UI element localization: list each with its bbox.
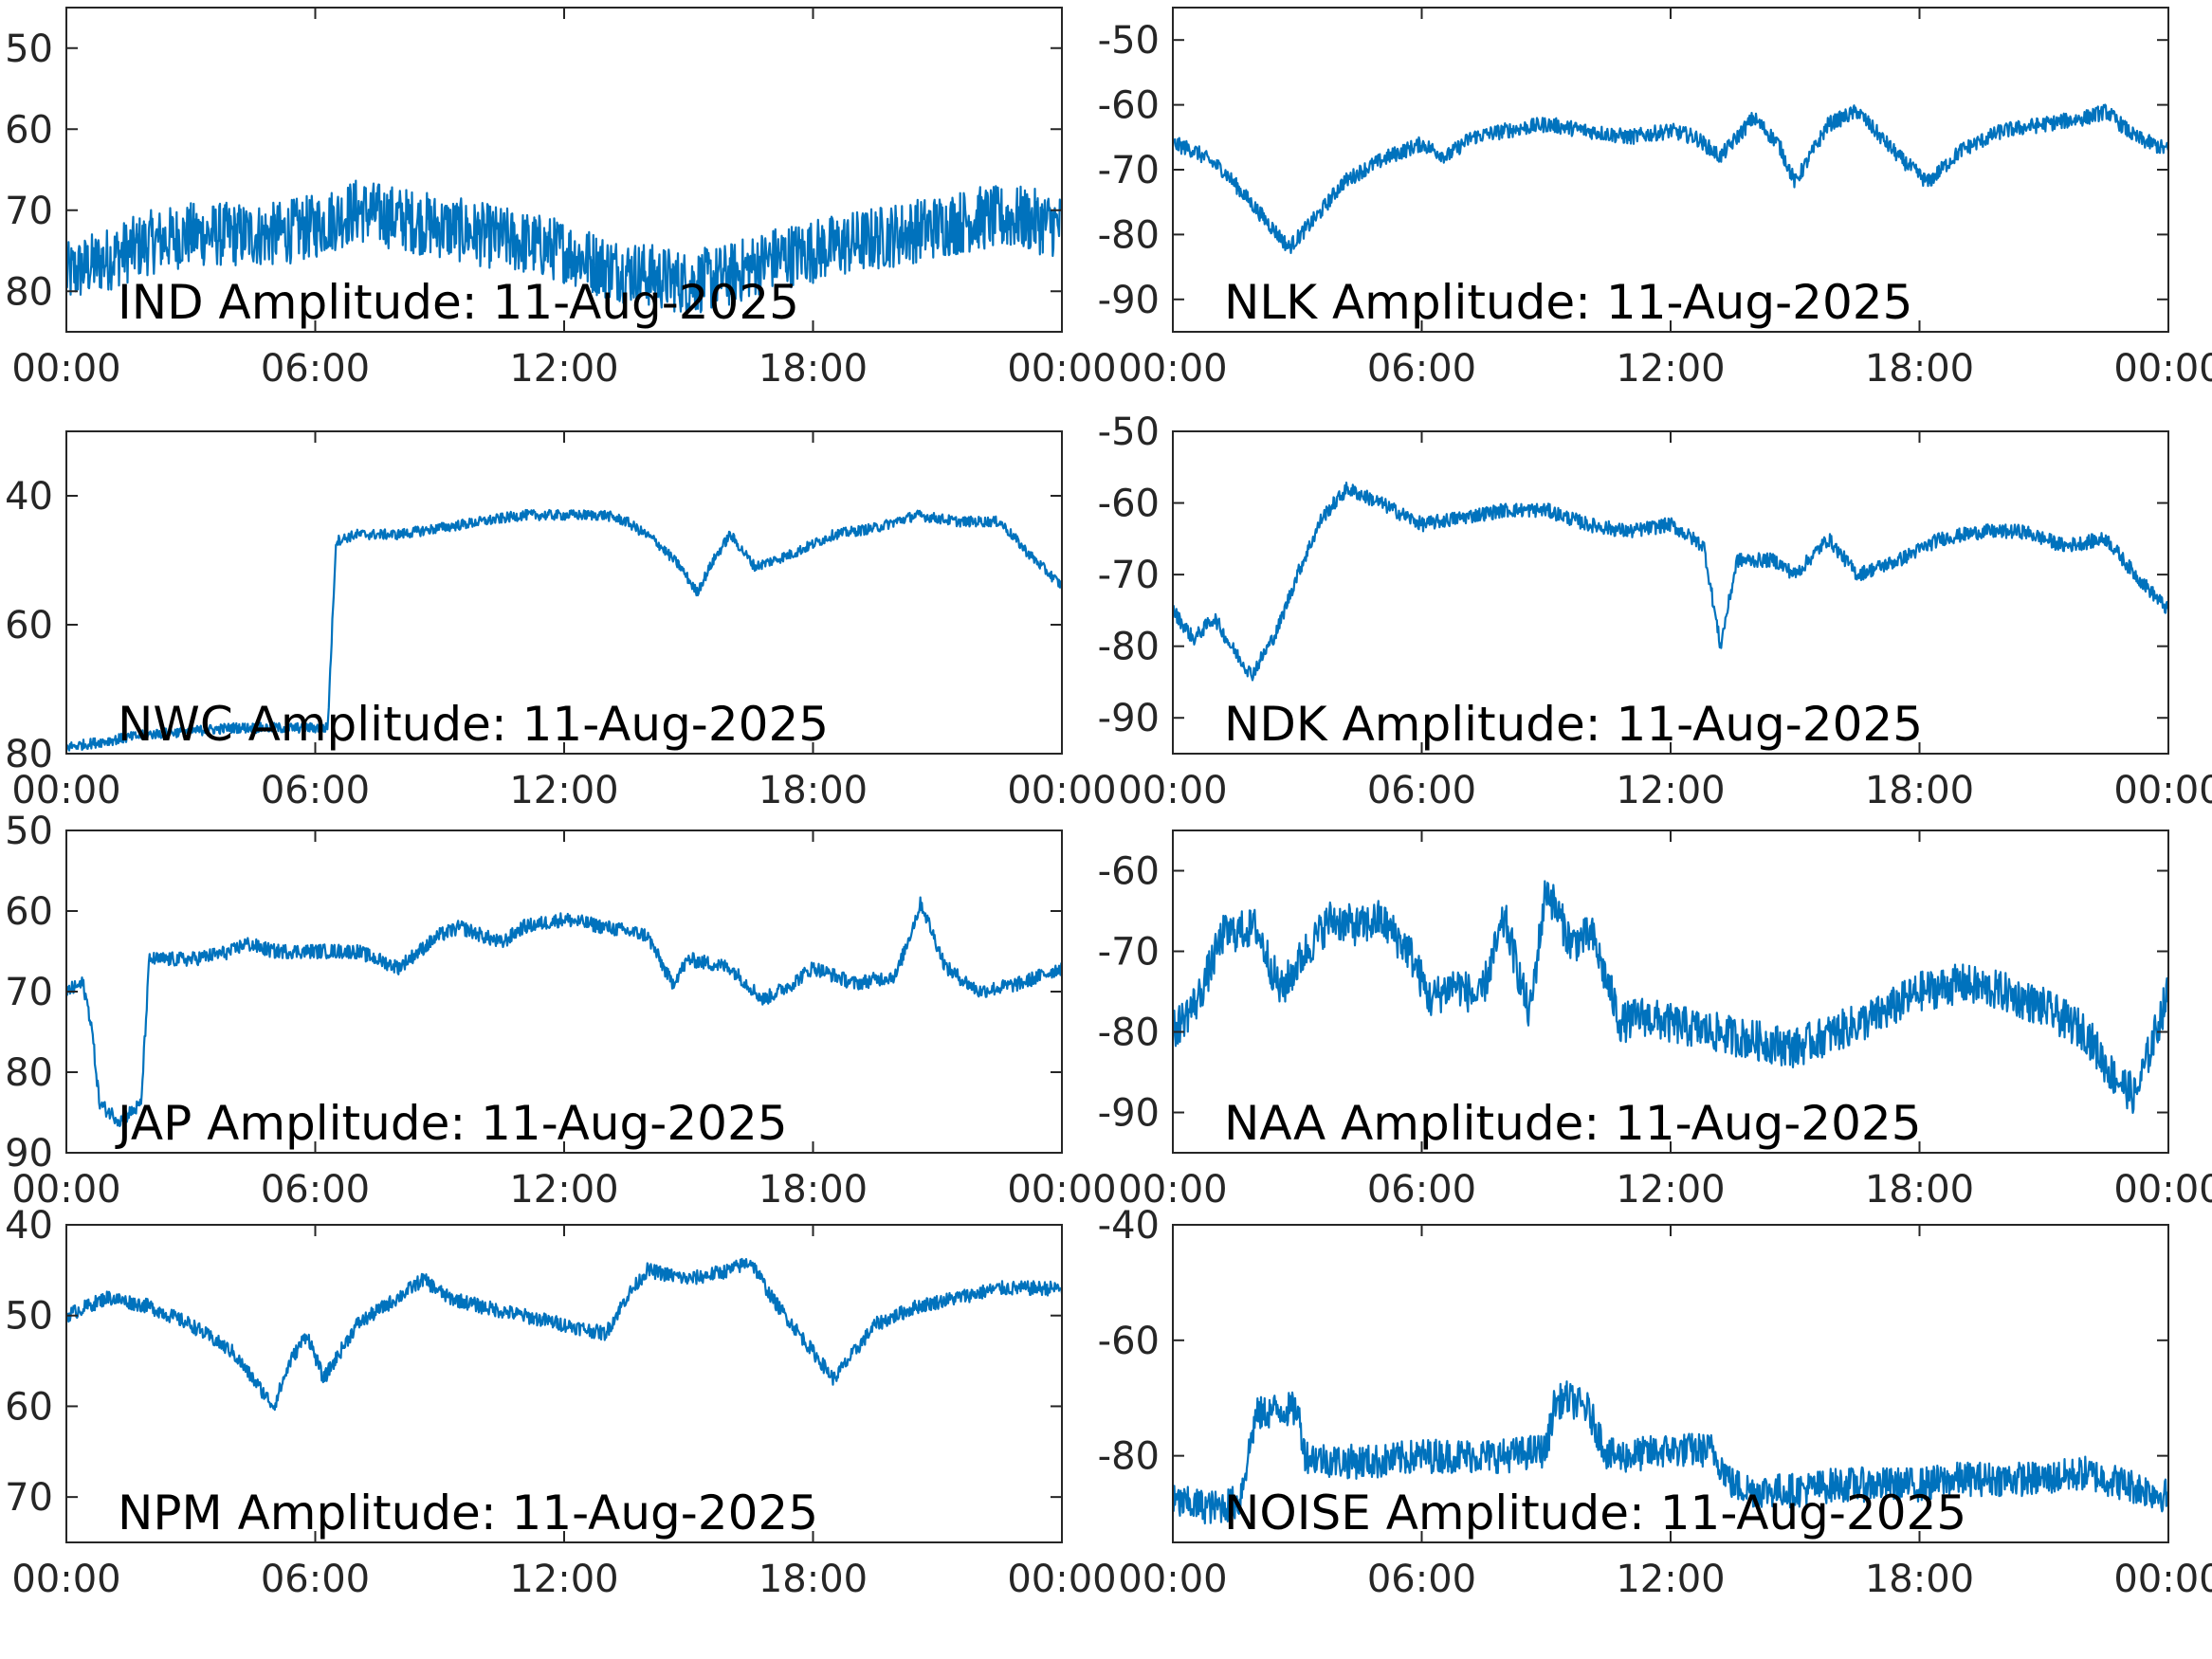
y-tick-label: -70: [1098, 554, 1160, 597]
y-tick-label: -60: [1098, 1320, 1160, 1363]
x-tick-label: 00:00: [1007, 347, 1116, 391]
x-tick-label: 12:00: [509, 1168, 618, 1212]
series-line: [66, 179, 1062, 316]
series-line: [1173, 482, 2168, 682]
y-tick-label: -80: [1098, 626, 1160, 669]
x-tick-label: 12:00: [1616, 769, 1725, 812]
panel-title: NPM Amplitude: 11-Aug-2025: [118, 1486, 818, 1540]
y-tick-label: 40: [5, 1204, 53, 1248]
x-tick-label: 06:00: [1367, 1168, 1476, 1212]
chart-panel-8: 00:00 06:00 12:00 18:00 00:00 -40 -60 -80 NOISE …: [1098, 1204, 2212, 1601]
chart-panel-3: 00:00 06:00 12:00 18:00 00:00 40 60 80 NWC Ampli…: [5, 430, 1117, 812]
x-tick-label: 18:00: [1865, 769, 1974, 812]
y-tick-label: 70: [5, 971, 53, 1014]
series-line: [66, 508, 1062, 752]
x-tick-label: 12:00: [509, 769, 618, 812]
x-tick-label: 06:00: [261, 769, 370, 812]
y-tick-label: 50: [5, 1295, 53, 1339]
panel-title: IND Amplitude: 11-Aug-2025: [118, 275, 799, 330]
y-tick-label: 60: [5, 604, 53, 647]
y-tick-label: 70: [5, 190, 53, 233]
series-line: [66, 896, 1062, 1127]
x-tick-label: 06:00: [1367, 769, 1476, 812]
x-tick-label: 00:00: [1007, 769, 1116, 812]
panel-title: NOISE Amplitude: 11-Aug-2025: [1224, 1486, 1966, 1540]
x-tick-label: 00:00: [1118, 1168, 1227, 1212]
x-tick-label: 12:00: [1616, 347, 1725, 391]
y-tick-label: -50: [1098, 19, 1160, 63]
y-tick-label: 50: [5, 810, 53, 853]
chart-panel-4: 00:00 06:00 12:00 18:00 00:00 -50 -60 -70 -80 -90…: [1098, 410, 2212, 812]
x-tick-label: 18:00: [1865, 1558, 1974, 1601]
x-tick-label: 00:00: [11, 1558, 120, 1601]
x-tick-label: 12:00: [509, 1558, 618, 1601]
x-tick-label: 06:00: [261, 1168, 370, 1212]
x-tick-label: 18:00: [759, 347, 868, 391]
x-tick-label: 00:00: [1118, 769, 1227, 812]
y-tick-label: -70: [1098, 931, 1160, 975]
panel-title: NDK Amplitude: 11-Aug-2025: [1224, 697, 1923, 752]
x-tick-label: 18:00: [759, 1168, 868, 1212]
y-tick-label: 90: [5, 1132, 53, 1176]
chart-panel-7: 00:00 06:00 12:00 18:00 00:00 40 50 60 70 NPM Amp…: [5, 1204, 1117, 1601]
y-tick-label: -70: [1098, 149, 1160, 192]
x-tick-label: 06:00: [1367, 347, 1476, 391]
x-tick-label: 00:00: [2113, 347, 2212, 391]
y-tick-label: -90: [1098, 279, 1160, 322]
y-tick-label: -90: [1098, 697, 1160, 740]
y-tick-label: 40: [5, 475, 53, 519]
series-line: [1173, 103, 2168, 254]
x-tick-label: 12:00: [1616, 1168, 1725, 1212]
y-tick-label: -40: [1098, 1204, 1160, 1248]
y-tick-label: 70: [5, 1476, 53, 1520]
y-tick-label: -60: [1098, 850, 1160, 894]
y-tick-label: 80: [5, 1051, 53, 1095]
panel-title: NLK Amplitude: 11-Aug-2025: [1224, 275, 1912, 330]
x-tick-label: 18:00: [759, 1558, 868, 1601]
chart-panel-6: 00:00 06:00 12:00 18:00 00:00 -60 -70 -80 -90 NAA…: [1098, 830, 2212, 1212]
x-tick-label: 12:00: [1616, 1558, 1725, 1601]
y-tick-label: -90: [1098, 1092, 1160, 1136]
x-tick-label: 06:00: [261, 347, 370, 391]
x-tick-label: 18:00: [1865, 1168, 1974, 1212]
x-tick-label: 00:00: [1007, 1168, 1116, 1212]
chart-panel-2: 00:00 06:00 12:00 18:00 00:00 -50 -60 -70 -80 -90…: [1098, 7, 2212, 391]
y-tick-label: 60: [5, 108, 53, 152]
x-tick-label: 00:00: [2113, 769, 2212, 812]
x-tick-label: 00:00: [2113, 1168, 2212, 1212]
y-tick-label: -60: [1098, 84, 1160, 128]
x-tick-label: 00:00: [1118, 347, 1227, 391]
x-tick-label: 00:00: [11, 1168, 120, 1212]
panel-title: JAP Amplitude: 11-Aug-2025: [115, 1096, 788, 1151]
x-tick-label: 00:00: [11, 769, 120, 812]
y-tick-label: 80: [5, 270, 53, 314]
y-tick-label: 60: [5, 890, 53, 934]
x-tick-label: 06:00: [261, 1558, 370, 1601]
y-tick-label: -80: [1098, 213, 1160, 257]
series-line: [1173, 880, 2168, 1114]
x-tick-label: 12:00: [509, 347, 618, 391]
series-line: [1173, 1380, 2168, 1525]
y-tick-label: -50: [1098, 410, 1160, 454]
panel-title: NAA Amplitude: 11-Aug-2025: [1224, 1096, 1922, 1151]
y-tick-label: 50: [5, 27, 53, 71]
x-tick-label: 00:00: [1007, 1558, 1116, 1601]
x-tick-label: 00:00: [1118, 1558, 1227, 1601]
x-tick-label: 18:00: [759, 769, 868, 812]
x-tick-label: 18:00: [1865, 347, 1974, 391]
x-tick-label: 00:00: [11, 347, 120, 391]
series-line: [66, 1257, 1062, 1412]
chart-panel-5: 00:00 06:00 12:00 18:00 00:00 50 60 70 80 90 JAP A…: [5, 810, 1117, 1212]
y-tick-label: 60: [5, 1385, 53, 1429]
panel-title: NWC Amplitude: 11-Aug-2025: [118, 697, 829, 752]
y-tick-label: -80: [1098, 1012, 1160, 1055]
x-tick-label: 00:00: [2113, 1558, 2212, 1601]
y-tick-label: -80: [1098, 1435, 1160, 1479]
chart-panel-1: 00:00 06:00 12:00 18:00 00:00 50 60 70 80 IND Amp…: [5, 7, 1117, 391]
x-tick-label: 06:00: [1367, 1558, 1476, 1601]
y-tick-label: -60: [1098, 483, 1160, 526]
y-tick-label: 80: [5, 733, 53, 776]
